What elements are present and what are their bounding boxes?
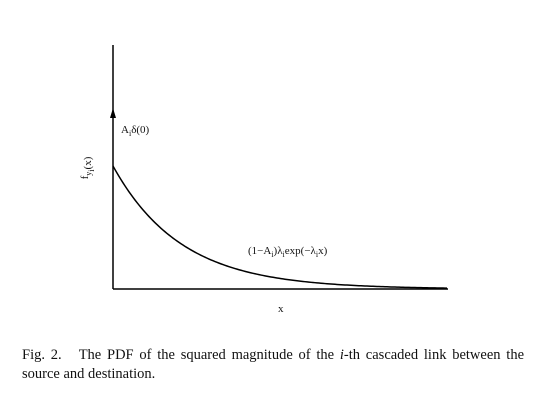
caption-label: Fig. 2. xyxy=(22,347,62,363)
subscript: y xyxy=(84,172,93,176)
label-text: )λ xyxy=(274,245,284,257)
caption: Fig. 2. The PDF of the squared magnitude… xyxy=(22,346,524,384)
caption-italic: i xyxy=(339,347,344,363)
pdf-curve xyxy=(112,165,448,289)
x-label: x xyxy=(278,303,284,315)
subscript: i xyxy=(87,169,96,172)
label-text: (1−A xyxy=(248,245,271,257)
impulse-arrow xyxy=(110,108,116,118)
label-text: x) xyxy=(318,245,328,257)
label-text: A xyxy=(121,124,129,136)
subscript: i xyxy=(316,250,319,259)
subscript: i xyxy=(271,250,274,259)
subscript: i xyxy=(283,250,286,259)
subscript: i xyxy=(129,129,132,138)
caption-text: The PDF of the squared magnitude of the xyxy=(78,347,340,363)
label-text: f xyxy=(79,175,91,179)
y-label: fyi(x) xyxy=(79,156,96,179)
figure: fyi(x) Aiδ(0) (1−Ai)λiexp(−λix) x xyxy=(79,45,448,315)
caption-text: -th cascaded link between the source and… xyxy=(22,347,525,382)
label-text: exp(−λ xyxy=(285,245,317,257)
label-text: δ(0) xyxy=(131,124,149,136)
label-text: (x) xyxy=(82,156,94,169)
curve-label: (1−Ai)λiexp(−λix) xyxy=(248,245,328,259)
impulse-label: Aiδ(0) xyxy=(121,124,150,138)
